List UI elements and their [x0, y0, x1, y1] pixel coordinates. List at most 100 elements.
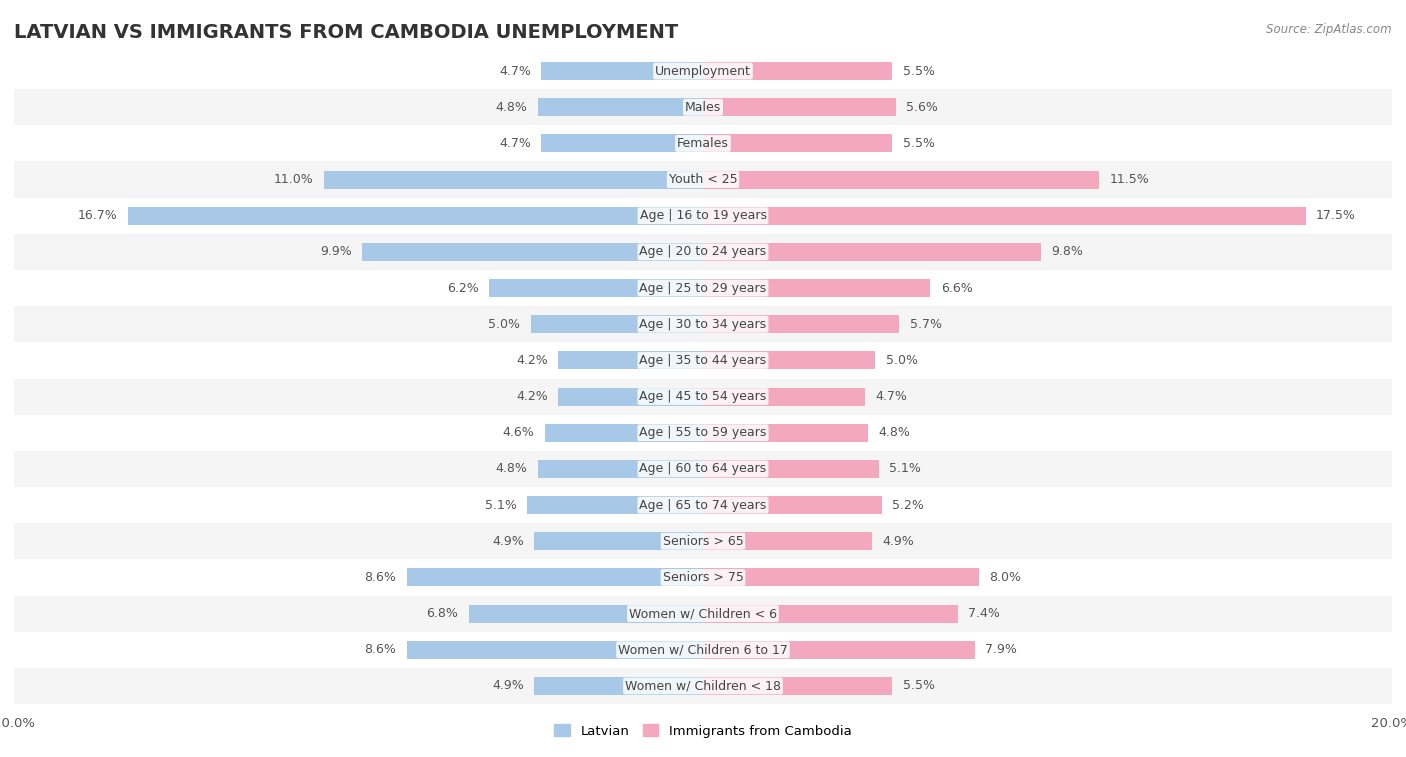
Text: 4.2%: 4.2%: [516, 390, 548, 403]
Text: 9.8%: 9.8%: [1050, 245, 1083, 258]
Text: 5.6%: 5.6%: [907, 101, 938, 114]
Bar: [323, 170, 703, 188]
Text: 4.8%: 4.8%: [495, 101, 527, 114]
Bar: [703, 98, 896, 117]
Text: 5.5%: 5.5%: [903, 64, 935, 77]
Bar: [558, 388, 703, 406]
Text: 8.0%: 8.0%: [988, 571, 1021, 584]
Text: Seniors > 75: Seniors > 75: [662, 571, 744, 584]
Bar: [14, 89, 1392, 126]
Bar: [14, 631, 1392, 668]
Text: Age | 20 to 24 years: Age | 20 to 24 years: [640, 245, 766, 258]
Bar: [703, 677, 893, 695]
Text: Age | 35 to 44 years: Age | 35 to 44 years: [640, 354, 766, 367]
Bar: [703, 351, 875, 369]
Text: 5.1%: 5.1%: [889, 463, 921, 475]
Text: 5.5%: 5.5%: [903, 137, 935, 150]
Text: 9.9%: 9.9%: [321, 245, 352, 258]
Bar: [541, 62, 703, 80]
Bar: [558, 351, 703, 369]
Text: 6.6%: 6.6%: [941, 282, 973, 294]
Bar: [128, 207, 703, 225]
Bar: [541, 135, 703, 152]
Bar: [537, 460, 703, 478]
Legend: Latvian, Immigrants from Cambodia: Latvian, Immigrants from Cambodia: [548, 719, 858, 743]
Bar: [406, 569, 703, 587]
Text: Women w/ Children < 6: Women w/ Children < 6: [628, 607, 778, 620]
Text: 6.8%: 6.8%: [426, 607, 458, 620]
Bar: [489, 279, 703, 298]
Bar: [544, 424, 703, 442]
Text: Unemployment: Unemployment: [655, 64, 751, 77]
Text: 20.0%: 20.0%: [1371, 717, 1406, 730]
Bar: [703, 388, 865, 406]
Text: Age | 30 to 34 years: Age | 30 to 34 years: [640, 318, 766, 331]
Bar: [14, 596, 1392, 631]
Bar: [14, 234, 1392, 270]
Text: 4.8%: 4.8%: [495, 463, 527, 475]
Bar: [703, 605, 957, 622]
Bar: [361, 243, 703, 261]
Text: 5.0%: 5.0%: [488, 318, 520, 331]
Text: 4.9%: 4.9%: [492, 680, 524, 693]
Text: 11.0%: 11.0%: [274, 173, 314, 186]
Bar: [531, 315, 703, 333]
Text: 4.7%: 4.7%: [499, 137, 531, 150]
Text: Seniors > 65: Seniors > 65: [662, 534, 744, 548]
Text: Age | 60 to 64 years: Age | 60 to 64 years: [640, 463, 766, 475]
Bar: [703, 532, 872, 550]
Text: 20.0%: 20.0%: [0, 717, 35, 730]
Text: Source: ZipAtlas.com: Source: ZipAtlas.com: [1267, 23, 1392, 36]
Text: 5.0%: 5.0%: [886, 354, 918, 367]
Text: 5.7%: 5.7%: [910, 318, 942, 331]
Text: 17.5%: 17.5%: [1316, 209, 1355, 223]
Text: 7.4%: 7.4%: [969, 607, 1000, 620]
Text: 4.9%: 4.9%: [882, 534, 914, 548]
Bar: [14, 487, 1392, 523]
Text: Youth < 25: Youth < 25: [669, 173, 737, 186]
Text: 5.5%: 5.5%: [903, 680, 935, 693]
Bar: [703, 62, 893, 80]
Bar: [703, 569, 979, 587]
Text: Age | 55 to 59 years: Age | 55 to 59 years: [640, 426, 766, 439]
Bar: [14, 559, 1392, 596]
Bar: [406, 640, 703, 659]
Bar: [14, 378, 1392, 415]
Bar: [14, 451, 1392, 487]
Bar: [14, 270, 1392, 306]
Bar: [468, 605, 703, 622]
Text: 4.9%: 4.9%: [492, 534, 524, 548]
Bar: [14, 161, 1392, 198]
Bar: [703, 460, 879, 478]
Bar: [14, 415, 1392, 451]
Text: 5.1%: 5.1%: [485, 499, 517, 512]
Text: Women w/ Children < 18: Women w/ Children < 18: [626, 680, 780, 693]
Text: Age | 16 to 19 years: Age | 16 to 19 years: [640, 209, 766, 223]
Bar: [534, 677, 703, 695]
Bar: [537, 98, 703, 117]
Text: Age | 45 to 54 years: Age | 45 to 54 years: [640, 390, 766, 403]
Bar: [14, 126, 1392, 161]
Text: Age | 25 to 29 years: Age | 25 to 29 years: [640, 282, 766, 294]
Bar: [14, 342, 1392, 378]
Bar: [14, 53, 1392, 89]
Text: Age | 65 to 74 years: Age | 65 to 74 years: [640, 499, 766, 512]
Text: 5.2%: 5.2%: [893, 499, 924, 512]
Text: 11.5%: 11.5%: [1109, 173, 1149, 186]
Bar: [14, 306, 1392, 342]
Text: 7.9%: 7.9%: [986, 643, 1018, 656]
Text: 8.6%: 8.6%: [364, 643, 396, 656]
Bar: [703, 135, 893, 152]
Bar: [703, 207, 1306, 225]
Text: 16.7%: 16.7%: [77, 209, 117, 223]
Bar: [703, 170, 1099, 188]
Text: 4.6%: 4.6%: [502, 426, 534, 439]
Text: 6.2%: 6.2%: [447, 282, 479, 294]
Bar: [14, 523, 1392, 559]
Text: 4.7%: 4.7%: [875, 390, 907, 403]
Bar: [703, 279, 931, 298]
Bar: [703, 424, 869, 442]
Bar: [14, 668, 1392, 704]
Bar: [703, 315, 900, 333]
Text: LATVIAN VS IMMIGRANTS FROM CAMBODIA UNEMPLOYMENT: LATVIAN VS IMMIGRANTS FROM CAMBODIA UNEM…: [14, 23, 678, 42]
